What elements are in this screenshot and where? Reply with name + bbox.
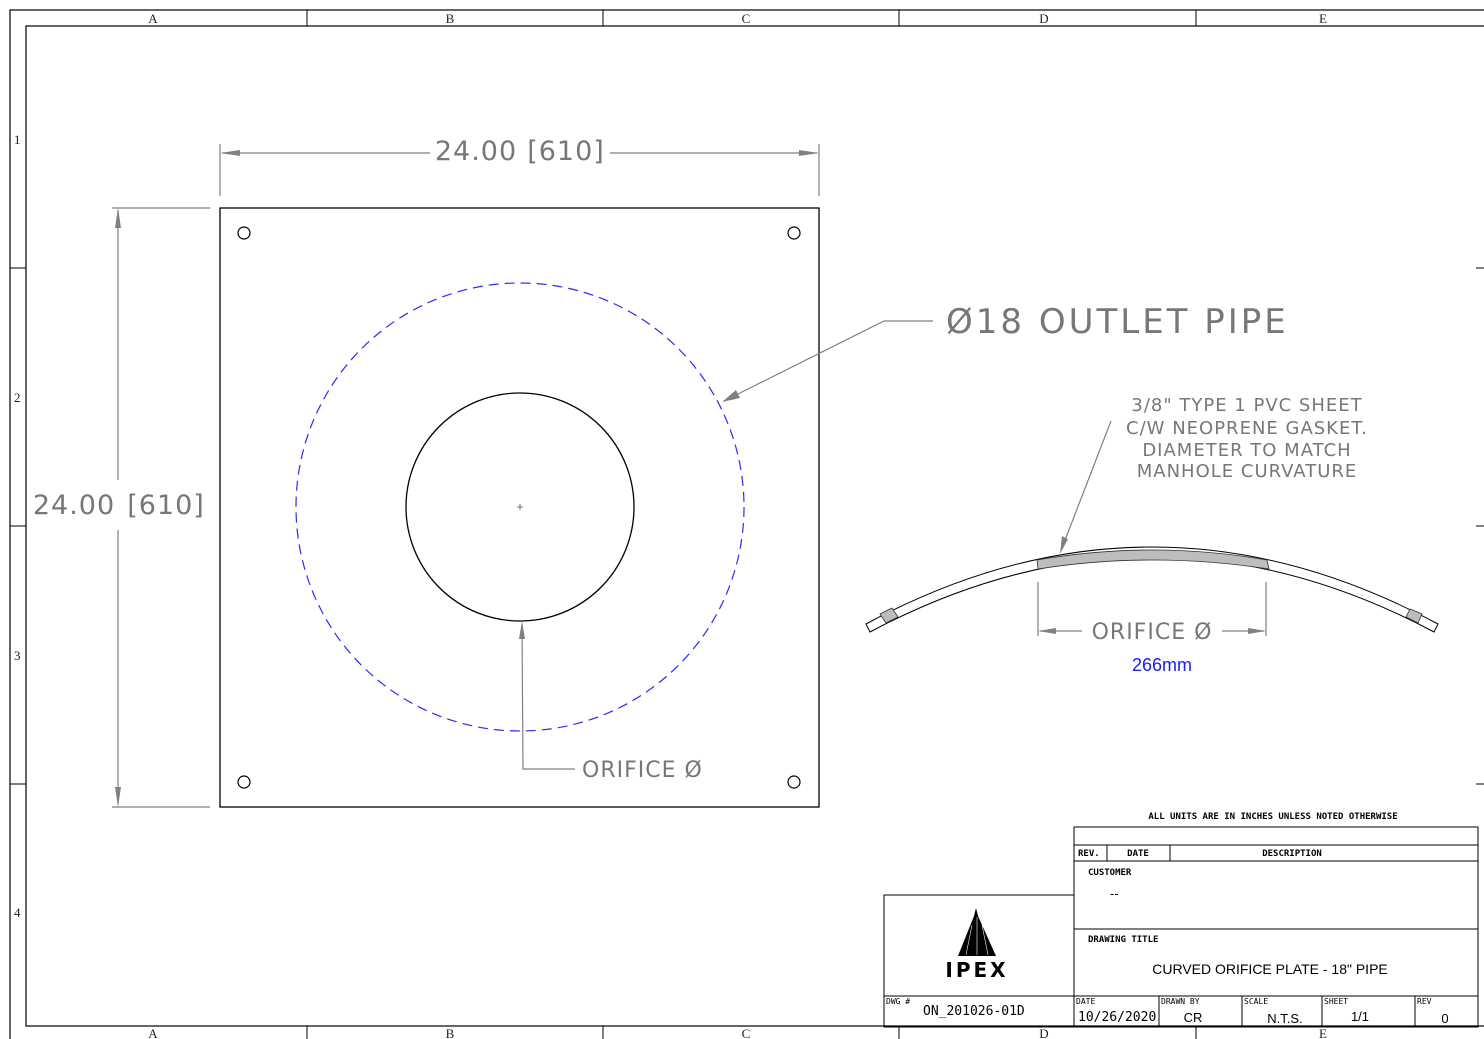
dwg-label: DWG # — [886, 997, 910, 1006]
rev-value: 0 — [1441, 1011, 1448, 1026]
zone-row-2: 2 — [14, 390, 21, 405]
gasket-left — [879, 607, 899, 624]
rev-label: REV — [1417, 997, 1432, 1006]
sheet-value: 1/1 — [1351, 1009, 1369, 1024]
zone-col-d: D — [1039, 11, 1048, 26]
width-dim-metric: [610] — [527, 136, 605, 167]
section-orifice-dimension — [1037, 582, 1267, 636]
plan-view: 24.00 [610] 24.00 [610] Ø18 OUTLET PIPE … — [33, 136, 1289, 808]
zone-col-a: A — [148, 11, 158, 26]
bolt-hole — [787, 226, 801, 240]
title-block: ALL UNITS ARE IN INCHES UNLESS NOTED OTH… — [883, 812, 1479, 1028]
curved-plate — [865, 546, 1439, 633]
width-dim-text: 24.00 — [435, 136, 517, 167]
rev-header: REV. — [1078, 849, 1100, 859]
zone-row-3: 3 — [14, 648, 21, 663]
bolt-holes — [237, 226, 801, 789]
pvc-note-line-2: C/W NEOPRENE GASKET. — [1126, 418, 1368, 439]
zone-col-d-bottom: D — [1039, 1026, 1048, 1039]
gasket-leader — [1060, 420, 1112, 554]
drawing-title: CURVED ORIFICE PLATE - 18" PIPE — [1152, 961, 1388, 977]
outlet-pipe-hidden-circle — [295, 282, 745, 732]
drawing-title-label: DRAWING TITLE — [1088, 935, 1158, 945]
orifice-size-value: 266mm — [1132, 655, 1192, 675]
zone-col-e: E — [1319, 11, 1327, 26]
height-dim-metric: [610] — [127, 490, 205, 521]
pvc-note-line-3: DIAMETER TO MATCH — [1142, 440, 1351, 461]
date-label: DATE — [1076, 997, 1095, 1006]
scale-value: N.T.S. — [1267, 1011, 1302, 1026]
zone-col-c: C — [742, 11, 751, 26]
section-view: 3/8" TYPE 1 PVC SHEET C/W NEOPRENE GASKE… — [865, 395, 1439, 675]
customer-label: CUSTOMER — [1088, 868, 1132, 878]
ipex-logo: IPEX — [945, 908, 1008, 982]
bolt-hole — [237, 775, 251, 789]
zone-row-4: 4 — [14, 905, 21, 920]
outlet-pipe-label: Ø18 OUTLET PIPE — [946, 302, 1289, 342]
date-header: DATE — [1127, 849, 1149, 859]
gasket-right — [1405, 608, 1423, 624]
plate-outline — [219, 207, 820, 808]
customer-value: -- — [1110, 886, 1119, 901]
bolt-hole — [237, 226, 251, 240]
section-orifice-label: ORIFICE Ø — [1092, 620, 1213, 645]
pvc-note-line-4: MANHOLE CURVATURE — [1137, 461, 1358, 482]
dwg-number: ON_201026-01D — [923, 1004, 1025, 1019]
description-header: DESCRIPTION — [1262, 849, 1322, 859]
plan-orifice-label: ORIFICE Ø — [582, 758, 703, 783]
bolt-hole — [787, 775, 801, 789]
height-dim-text: 24.00 — [33, 490, 115, 521]
zone-col-a-bottom: A — [148, 1026, 158, 1039]
drawn-by-value: CR — [1184, 1010, 1203, 1025]
zone-col-b-bottom: B — [446, 1026, 455, 1039]
outlet-leader — [722, 320, 933, 402]
zone-dividers — [10, 10, 1484, 1039]
orifice-circle — [405, 392, 635, 622]
ipex-logo-text: IPEX — [945, 958, 1008, 982]
sheet-label: SHEET — [1324, 997, 1348, 1006]
zone-col-b: B — [446, 11, 455, 26]
zone-row-1: 1 — [14, 132, 21, 147]
zone-col-e-bottom: E — [1319, 1026, 1327, 1039]
zone-col-c-bottom: C — [742, 1026, 751, 1039]
sheet-border — [9, 9, 1484, 1039]
scale-label: SCALE — [1244, 997, 1268, 1006]
center-mark — [517, 504, 523, 510]
pvc-note-line-1: 3/8" TYPE 1 PVC SHEET — [1131, 395, 1362, 416]
width-dimension — [219, 144, 820, 196]
drawn-by-label: DRAWN BY — [1161, 997, 1200, 1006]
orifice-leader — [519, 621, 575, 770]
gasket-center — [1036, 549, 1270, 570]
date-value: 10/26/2020 — [1078, 1010, 1156, 1025]
height-dimension — [112, 207, 210, 808]
zone-labels: A B C D E A B C D E 1 2 3 4 — [14, 11, 1327, 1039]
units-note: ALL UNITS ARE IN INCHES UNLESS NOTED OTH… — [1148, 812, 1397, 822]
